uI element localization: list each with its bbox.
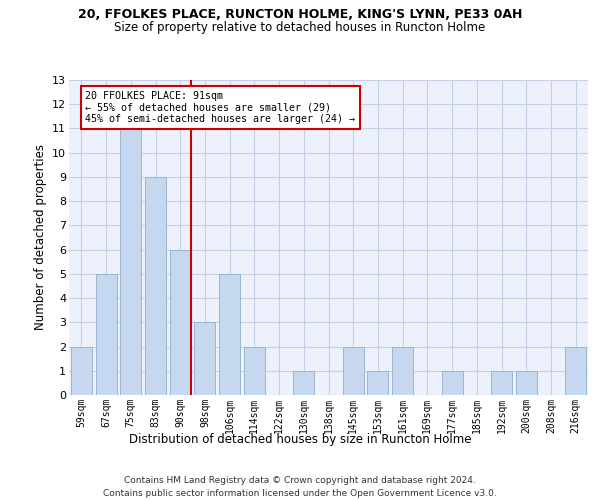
Bar — [392, 346, 413, 395]
Bar — [120, 128, 141, 395]
Bar — [293, 371, 314, 395]
Bar — [442, 371, 463, 395]
Text: 20 FFOLKES PLACE: 91sqm
← 55% of detached houses are smaller (29)
45% of semi-de: 20 FFOLKES PLACE: 91sqm ← 55% of detache… — [85, 91, 355, 124]
Y-axis label: Number of detached properties: Number of detached properties — [34, 144, 47, 330]
Bar — [343, 346, 364, 395]
Bar — [170, 250, 191, 395]
Bar — [219, 274, 240, 395]
Bar — [95, 274, 116, 395]
Text: Size of property relative to detached houses in Runcton Holme: Size of property relative to detached ho… — [115, 22, 485, 35]
Bar — [194, 322, 215, 395]
Text: Contains HM Land Registry data © Crown copyright and database right 2024.: Contains HM Land Registry data © Crown c… — [124, 476, 476, 485]
Bar — [145, 177, 166, 395]
Bar — [367, 371, 388, 395]
Bar — [516, 371, 537, 395]
Bar — [71, 346, 92, 395]
Text: Distribution of detached houses by size in Runcton Holme: Distribution of detached houses by size … — [129, 432, 471, 446]
Bar — [565, 346, 586, 395]
Text: 20, FFOLKES PLACE, RUNCTON HOLME, KING'S LYNN, PE33 0AH: 20, FFOLKES PLACE, RUNCTON HOLME, KING'S… — [78, 8, 522, 20]
Bar — [244, 346, 265, 395]
Bar — [491, 371, 512, 395]
Text: Contains public sector information licensed under the Open Government Licence v3: Contains public sector information licen… — [103, 489, 497, 498]
